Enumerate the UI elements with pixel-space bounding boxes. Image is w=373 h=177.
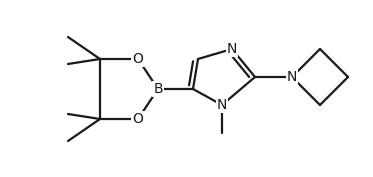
Text: N: N [287,70,297,84]
Text: B: B [153,82,163,96]
Text: N: N [217,98,227,112]
Text: O: O [132,52,144,66]
Text: N: N [227,42,237,56]
Text: O: O [132,112,144,126]
